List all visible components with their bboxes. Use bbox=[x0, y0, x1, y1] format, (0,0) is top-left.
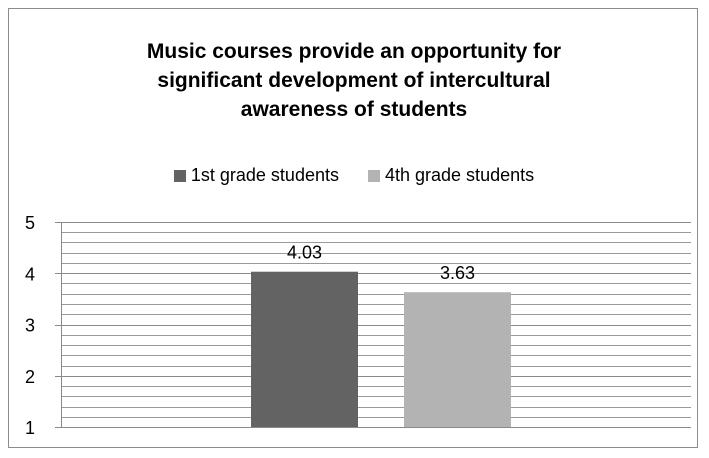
legend-label-4th-grade: 4th grade students bbox=[385, 165, 535, 185]
y-tick-label: 2 bbox=[25, 367, 35, 387]
chart-title: Music courses provide an opportunity for… bbox=[9, 37, 699, 124]
legend-item-1st-grade: 1st grade students bbox=[173, 165, 339, 186]
chart-legend: 1st grade students 4th grade students bbox=[9, 165, 699, 187]
y-tick-label: 1 bbox=[25, 418, 35, 438]
chart-title-line-3: awareness of students bbox=[240, 98, 468, 121]
data-label-1st-grade: 4.03 bbox=[287, 243, 322, 263]
y-tick-label: 4 bbox=[25, 264, 35, 284]
plot-area: 1 2 3 4 5 4.03 3.63 bbox=[25, 213, 691, 438]
y-tick-label: 5 bbox=[25, 213, 35, 233]
legend-item-4th-grade: 4th grade students bbox=[368, 165, 534, 186]
y-tick-label: 3 bbox=[25, 316, 35, 336]
legend-swatch-4th-grade bbox=[368, 169, 380, 182]
data-label-4th-grade: 3.63 bbox=[440, 263, 475, 283]
legend-label-1st-grade: 1st grade students bbox=[190, 165, 339, 185]
legend-swatch-1st-grade bbox=[173, 169, 186, 182]
bar-4th-grade bbox=[404, 292, 511, 427]
chart-title-line-2: significant development of intercultural bbox=[157, 69, 551, 92]
bar-1st-grade bbox=[251, 271, 358, 427]
chart-frame: Music courses provide an opportunity for… bbox=[8, 8, 698, 448]
chart-title-line-1: Music courses provide an opportunity for bbox=[146, 40, 562, 63]
